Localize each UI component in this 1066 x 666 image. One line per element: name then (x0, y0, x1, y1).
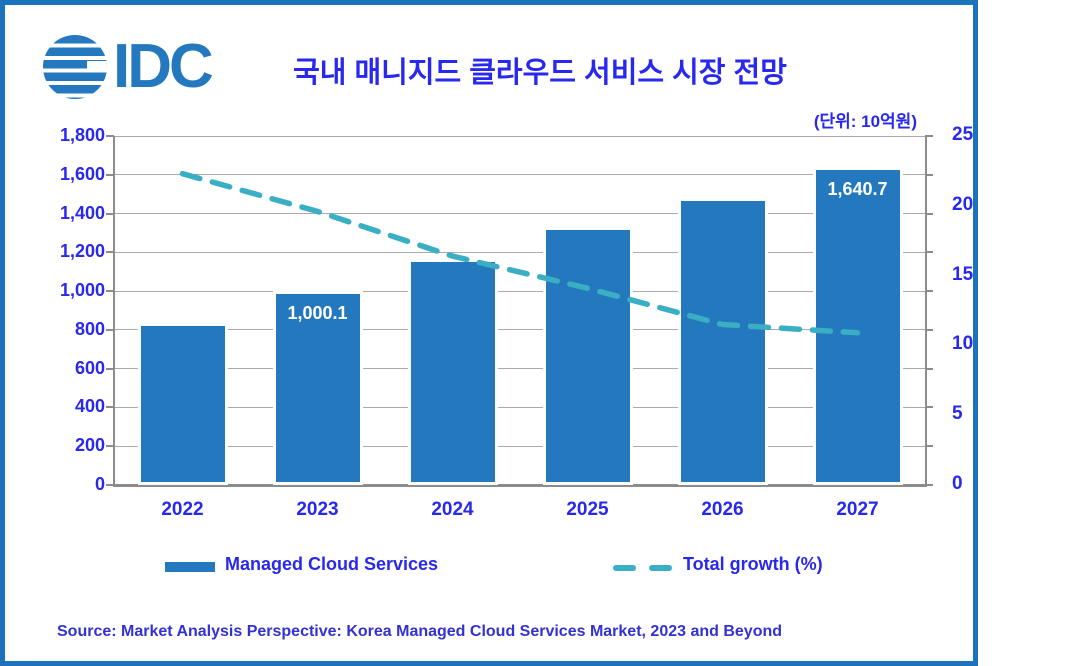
source-text: Source: Market Analysis Perspective: Kor… (57, 623, 783, 640)
left-axis-tick (106, 290, 114, 293)
left-axis-label: 800 (74, 318, 105, 339)
right-axis-tick (925, 445, 933, 448)
bar-2022 (137, 322, 228, 485)
idc-logo-text: IDC (113, 32, 214, 101)
right-axis-tick (925, 484, 933, 486)
right-axis-label: 0 (952, 473, 963, 494)
left-axis-label: 0 (94, 474, 105, 494)
bar-2026 (677, 198, 768, 485)
left-axis-tick (106, 328, 114, 331)
bar-value-label: 1,640.7 (827, 178, 888, 199)
left-axis-label: 1,600 (59, 163, 105, 184)
growth-line (179, 170, 861, 336)
chart-frame: IDC 국내 매니지드 클라우드 서비스 시장 전망 (단위: 10억원) 1,… (0, 0, 978, 666)
line-legend-dash-icon (613, 565, 636, 571)
left-axis-label: 400 (74, 396, 105, 417)
page-title: 국내 매니지드 클라우드 서비스 시장 전망 (293, 57, 787, 89)
gridline (115, 368, 925, 370)
unit-label: (단위: 10억원) (813, 112, 917, 131)
left-axis-label: 1,400 (59, 202, 105, 223)
right-axis-tick (925, 212, 933, 215)
left-axis-tick (106, 173, 114, 176)
left-axis-line (113, 136, 115, 485)
gridline (115, 135, 925, 137)
gridline (115, 174, 925, 176)
left-axis-label: 1,000 (59, 280, 105, 301)
bar-legend-swatch (162, 559, 218, 575)
x-axis-label-2024: 2024 (431, 499, 474, 520)
right-axis-label: 5 (952, 403, 963, 425)
left-axis-tick (106, 212, 114, 215)
right-axis-tick (925, 135, 933, 137)
left-axis-label: 1,200 (59, 241, 105, 262)
right-axis-tick (925, 251, 933, 254)
bar-2025 (542, 227, 633, 485)
left-axis-tick (106, 367, 114, 370)
bar-2024 (407, 259, 498, 485)
bar-value-label: 1,000.1 (287, 303, 348, 324)
right-axis-tick (925, 406, 933, 409)
bar-legend-label: Managed Cloud Services (225, 554, 439, 574)
left-axis-tick (106, 251, 114, 254)
gridline (115, 445, 925, 447)
x-axis-label-2027: 2027 (836, 499, 879, 520)
x-axis-label-2026: 2026 (701, 499, 744, 520)
right-axis-tick (925, 173, 933, 176)
plot-area: 1,000.1 1,640.7 (106, 135, 933, 487)
right-axis-line (925, 136, 927, 485)
gridline (115, 213, 925, 215)
left-axis-label: 600 (74, 357, 105, 378)
left-axis-label: 1,800 (59, 125, 105, 145)
right-axis-label: 20 (952, 193, 974, 215)
x-axis-label-2023: 2023 (296, 499, 339, 520)
right-axis-label: 15 (952, 263, 974, 285)
line-legend-dash-icon (649, 565, 672, 571)
idc-globe-icon (43, 35, 107, 99)
left-axis-tick (106, 135, 114, 137)
left-axis-tick (106, 406, 114, 409)
right-axis-tick (925, 367, 933, 370)
line-legend-label: Total growth (%) (683, 554, 823, 574)
right-axis-label: 25 (952, 124, 974, 145)
right-axis-label: 10 (952, 333, 974, 355)
gridline (115, 290, 925, 292)
growth-line-path (179, 170, 861, 336)
gridline (115, 406, 925, 408)
x-axis-label-2022: 2022 (161, 499, 204, 520)
bar-2023: 1,000.1 (272, 291, 363, 485)
bottom-axis-line (113, 484, 927, 487)
gridline (115, 329, 925, 331)
left-axis-label: 200 (74, 435, 105, 456)
x-axis-label-2025: 2025 (566, 499, 609, 520)
gridline (115, 251, 925, 253)
left-axis-tick (106, 484, 114, 486)
left-axis-tick (106, 445, 114, 448)
idc-logo: IDC (43, 32, 214, 101)
right-axis-tick (925, 290, 933, 293)
right-axis-tick (925, 328, 933, 331)
bar-2027: 1,640.7 (812, 166, 903, 485)
